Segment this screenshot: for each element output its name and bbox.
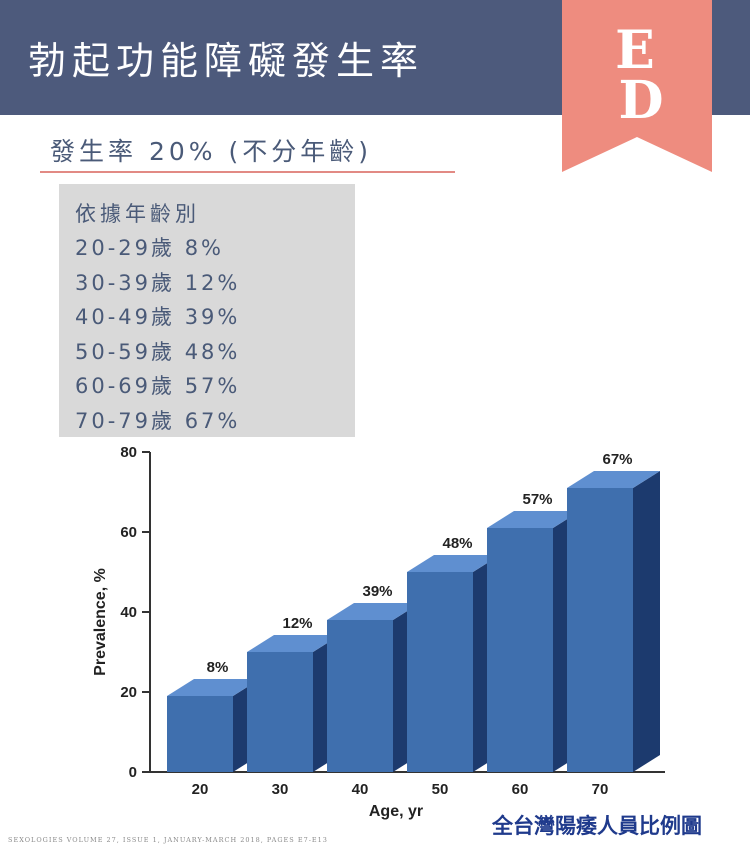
ed-badge-letter-d: D <box>618 70 663 131</box>
age-breakdown-list: 20-29歲 8% 30-39歲 12% 40-49歲 39% 50-59歲 4… <box>75 231 240 438</box>
age-breakdown-item: 50-59歲 48% <box>75 339 241 364</box>
bar-top <box>567 471 660 488</box>
bar-data-label: 57% <box>522 491 552 508</box>
age-breakdown-box: 依據年齡別 20-29歲 8% 30-39歲 12% 40-49歲 39% 50… <box>59 184 355 437</box>
citation: SEXOLOGIES VOLUME 27, ISSUE 1, JANUARY-M… <box>8 836 328 844</box>
x-tick-label: 30 <box>272 781 289 798</box>
subtitle: 發生率 20% (不分年齡) <box>50 137 372 166</box>
bar-top <box>327 603 420 620</box>
chart-layer: 0 20 40 60 80 Prevalence, % 8% 20 12% 30 39% 40 48% 5… <box>92 444 665 820</box>
bar-data-label: 39% <box>362 583 392 600</box>
ed-badge: E D <box>562 0 712 172</box>
age-breakdown-heading: 依據年齡別 <box>75 202 200 226</box>
x-axis-title: Age, yr <box>369 803 423 820</box>
bar-data-label: 48% <box>442 535 472 552</box>
bar <box>247 652 313 772</box>
bar-side <box>633 471 660 772</box>
bar <box>167 696 233 772</box>
subtitle-underline <box>40 171 455 173</box>
x-tick-label: 50 <box>432 781 449 798</box>
bar-top <box>167 679 260 696</box>
y-axis-title: Prevalence, % <box>92 568 109 676</box>
bar <box>327 620 393 772</box>
bar-top <box>487 511 580 528</box>
bar-data-label: 67% <box>602 451 632 468</box>
x-tick-label: 70 <box>592 781 609 798</box>
age-breakdown-item: 30-39歲 12% <box>75 270 241 295</box>
age-breakdown-item: 40-49歲 39% <box>75 305 241 329</box>
bar <box>407 572 473 772</box>
page-title: 勃起功能障礙發生率 <box>28 39 425 83</box>
x-tick-label: 40 <box>352 781 369 798</box>
age-breakdown-item: 60-69歲 57% <box>75 374 241 398</box>
bar-top <box>407 555 500 572</box>
bar-top <box>247 635 340 652</box>
bar-data-label: 12% <box>282 615 312 632</box>
prevalence-bar-chart: 0 20 40 60 80 Prevalence, % 8% 20 12% 30 39% 40 48% 5… <box>92 444 665 820</box>
x-tick-label: 20 <box>192 781 209 798</box>
ed-badge-letter-e: E <box>615 20 655 81</box>
y-tick-label: 0 <box>129 764 137 781</box>
age-breakdown-item: 70-79歲 67% <box>75 408 241 433</box>
age-breakdown-item: 20-29歲 8% <box>75 236 225 260</box>
x-tick-label: 60 <box>512 781 529 798</box>
source-note: 全台灣陽痿人員比例圖 <box>492 814 702 838</box>
ed-badge-ribbon <box>562 0 712 172</box>
bar <box>487 528 553 772</box>
bar-data-label: 8% <box>207 659 229 676</box>
y-tick-label: 60 <box>120 524 137 541</box>
bar <box>567 488 633 772</box>
y-tick-label: 20 <box>120 684 137 701</box>
y-tick-label: 40 <box>120 604 137 621</box>
y-tick-label: 80 <box>120 444 137 461</box>
